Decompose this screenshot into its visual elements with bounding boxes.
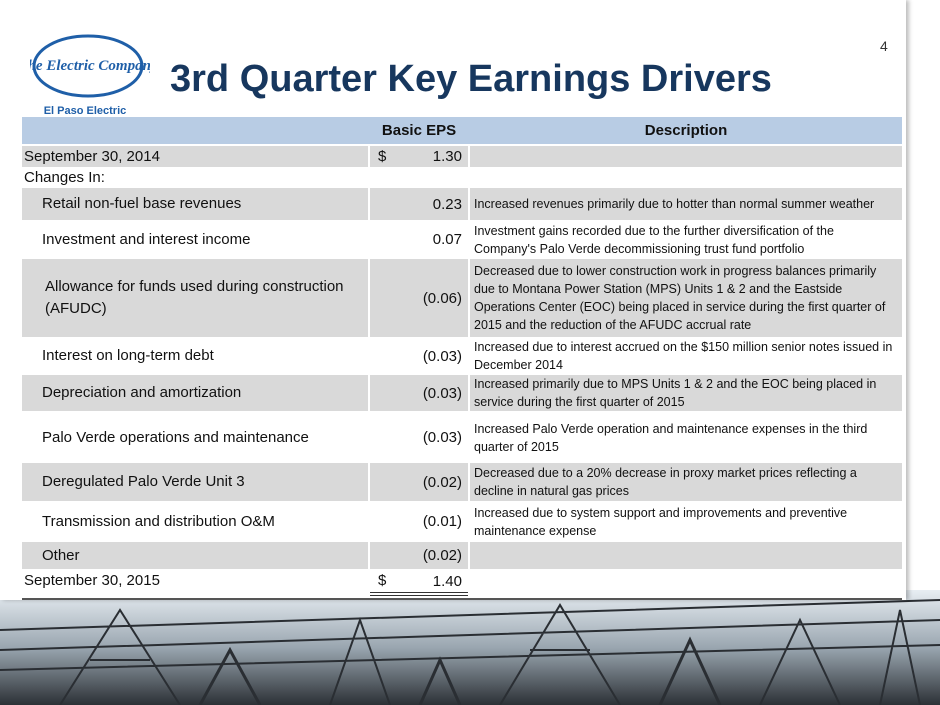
description: Decreased due to lower construction work…: [470, 259, 902, 337]
row-label: Palo Verde operations and maintenance: [42, 428, 309, 446]
row-label: Interest on long-term debt: [42, 347, 214, 364]
description: Increased Palo Verde operation and maint…: [474, 421, 868, 454]
eps-cell: (0.02): [370, 542, 468, 569]
description-blank: [470, 542, 902, 569]
description: Decreased due to a 20% decrease in proxy…: [470, 463, 902, 501]
row-label: Allowance for funds used during construc…: [22, 259, 368, 337]
row-label: Depreciation and amortization: [22, 375, 368, 411]
eps-cell: 1.30: [370, 146, 468, 167]
header-cell: Description: [644, 122, 728, 139]
row-label: September 30, 2015: [24, 572, 160, 589]
row-label: Deregulated Palo Verde Unit 3: [22, 463, 368, 501]
currency: $: [378, 147, 387, 165]
description: Increased revenues primarily due to hott…: [470, 188, 902, 220]
background-photo: [0, 590, 940, 705]
table-rule: [22, 598, 902, 600]
table-header: [22, 117, 902, 144]
description-blank: [470, 146, 902, 167]
slide-title: 3rd Quarter Key Earnings Drivers: [170, 58, 772, 100]
eps-cell: (0.01): [422, 513, 462, 530]
eps-cell: 1.40: [432, 572, 462, 590]
row-label: Other: [22, 542, 368, 569]
eps-cell: (0.06): [370, 259, 468, 337]
logo: The Electric Company El Paso Electric: [18, 30, 158, 120]
logo-tagline: El Paso Electric: [43, 105, 127, 117]
eps-cell: 0.23: [370, 188, 468, 220]
eps-cell: (0.03): [422, 429, 462, 446]
slide-number: 4: [880, 38, 888, 54]
logo-name: The Electric Company: [30, 58, 150, 74]
currency: $: [378, 572, 387, 589]
row-label: September 30, 2014: [22, 146, 368, 167]
logo-mark: The Electric Company: [18, 34, 158, 98]
description: Increased due to system support and impr…: [474, 505, 848, 538]
header-cell: Basic EPS: [381, 122, 457, 139]
row-label: Investment and interest income: [42, 230, 251, 248]
description: Investment gains recorded due to the fur…: [474, 223, 834, 256]
double-underline: [370, 592, 468, 596]
eps-cell: (0.03): [370, 375, 468, 411]
description: Increased primarily due to MPS Units 1 &…: [470, 375, 902, 411]
eps-cell: 0.07: [432, 231, 462, 248]
description: Increased due to interest accrued on the…: [474, 340, 893, 372]
eps-cell: (0.02): [370, 463, 468, 501]
row-label: Retail non-fuel base revenues: [22, 188, 368, 220]
eps-cell: (0.03): [422, 347, 462, 365]
row-label: Changes In:: [24, 168, 105, 186]
row-label: Transmission and distribution O&M: [42, 512, 275, 530]
